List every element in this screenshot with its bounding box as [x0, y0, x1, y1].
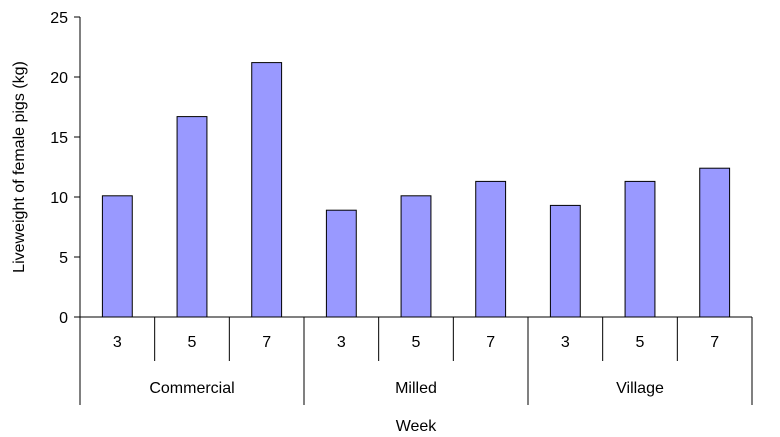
x-axis: 3 5 7 Commercial 3 5 7 Milled 3 5 7 Village: [79, 316, 753, 405]
y-tick-label: 15: [50, 130, 68, 147]
x-category-label: 3: [561, 334, 570, 351]
x-group-label: Milled: [395, 380, 437, 397]
x-category-label: 5: [188, 334, 197, 351]
bar: [176, 116, 208, 318]
y-axis-title: Liveweight of female pigs (kg): [11, 61, 28, 273]
x-category-label: 7: [710, 334, 719, 351]
x-group-label: Commercial: [149, 380, 234, 397]
y-tick-label: 25: [50, 10, 68, 27]
y-tick-label: 20: [50, 70, 68, 87]
bar: [699, 167, 731, 318]
x-group-label: Village: [616, 380, 664, 397]
bar: [101, 195, 133, 318]
y-tick-label: 10: [50, 190, 68, 207]
bars: [101, 62, 731, 318]
x-category-label: 5: [412, 334, 421, 351]
x-category-label: 5: [636, 334, 645, 351]
bar: [325, 209, 357, 318]
y-tick-label: 0: [59, 310, 68, 327]
x-category-label: 3: [337, 334, 346, 351]
x-category-label: 3: [113, 334, 122, 351]
bar: [251, 62, 283, 318]
bar: [549, 204, 581, 318]
bar: [624, 180, 656, 318]
x-axis-title: Week: [396, 418, 438, 435]
y-tick-label: 5: [59, 250, 68, 267]
x-category-label: 7: [262, 334, 271, 351]
y-axis: 0 5 10 15 20 25: [50, 10, 81, 327]
bar: [400, 195, 432, 318]
x-category-label: 7: [486, 334, 495, 351]
bar: [475, 180, 507, 318]
